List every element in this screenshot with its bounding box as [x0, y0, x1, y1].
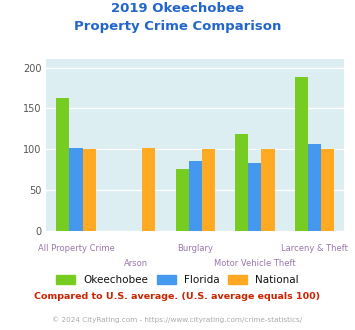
Text: Property Crime Comparison: Property Crime Comparison: [74, 20, 281, 33]
Legend: Okeechobee, Florida, National: Okeechobee, Florida, National: [52, 271, 303, 289]
Text: Compared to U.S. average. (U.S. average equals 100): Compared to U.S. average. (U.S. average …: [34, 292, 321, 301]
Bar: [202, 149, 215, 231]
Text: © 2024 CityRating.com - https://www.cityrating.com/crime-statistics/: © 2024 CityRating.com - https://www.city…: [53, 317, 302, 323]
Bar: [321, 149, 334, 231]
Text: Motor Vehicle Theft: Motor Vehicle Theft: [214, 259, 296, 268]
Bar: [308, 144, 321, 231]
Bar: [82, 149, 95, 231]
Bar: [189, 161, 202, 231]
Bar: [70, 148, 82, 231]
Text: Larceny & Theft: Larceny & Theft: [281, 244, 348, 253]
Bar: [142, 148, 155, 231]
Text: Arson: Arson: [124, 259, 148, 268]
Text: Burglary: Burglary: [177, 244, 213, 253]
Bar: [176, 169, 189, 231]
Bar: [295, 77, 308, 231]
Text: All Property Crime: All Property Crime: [38, 244, 114, 253]
Bar: [248, 163, 261, 231]
Text: 2019 Okeechobee: 2019 Okeechobee: [111, 2, 244, 15]
Bar: [261, 149, 274, 231]
Bar: [56, 98, 70, 231]
Bar: [235, 134, 248, 231]
